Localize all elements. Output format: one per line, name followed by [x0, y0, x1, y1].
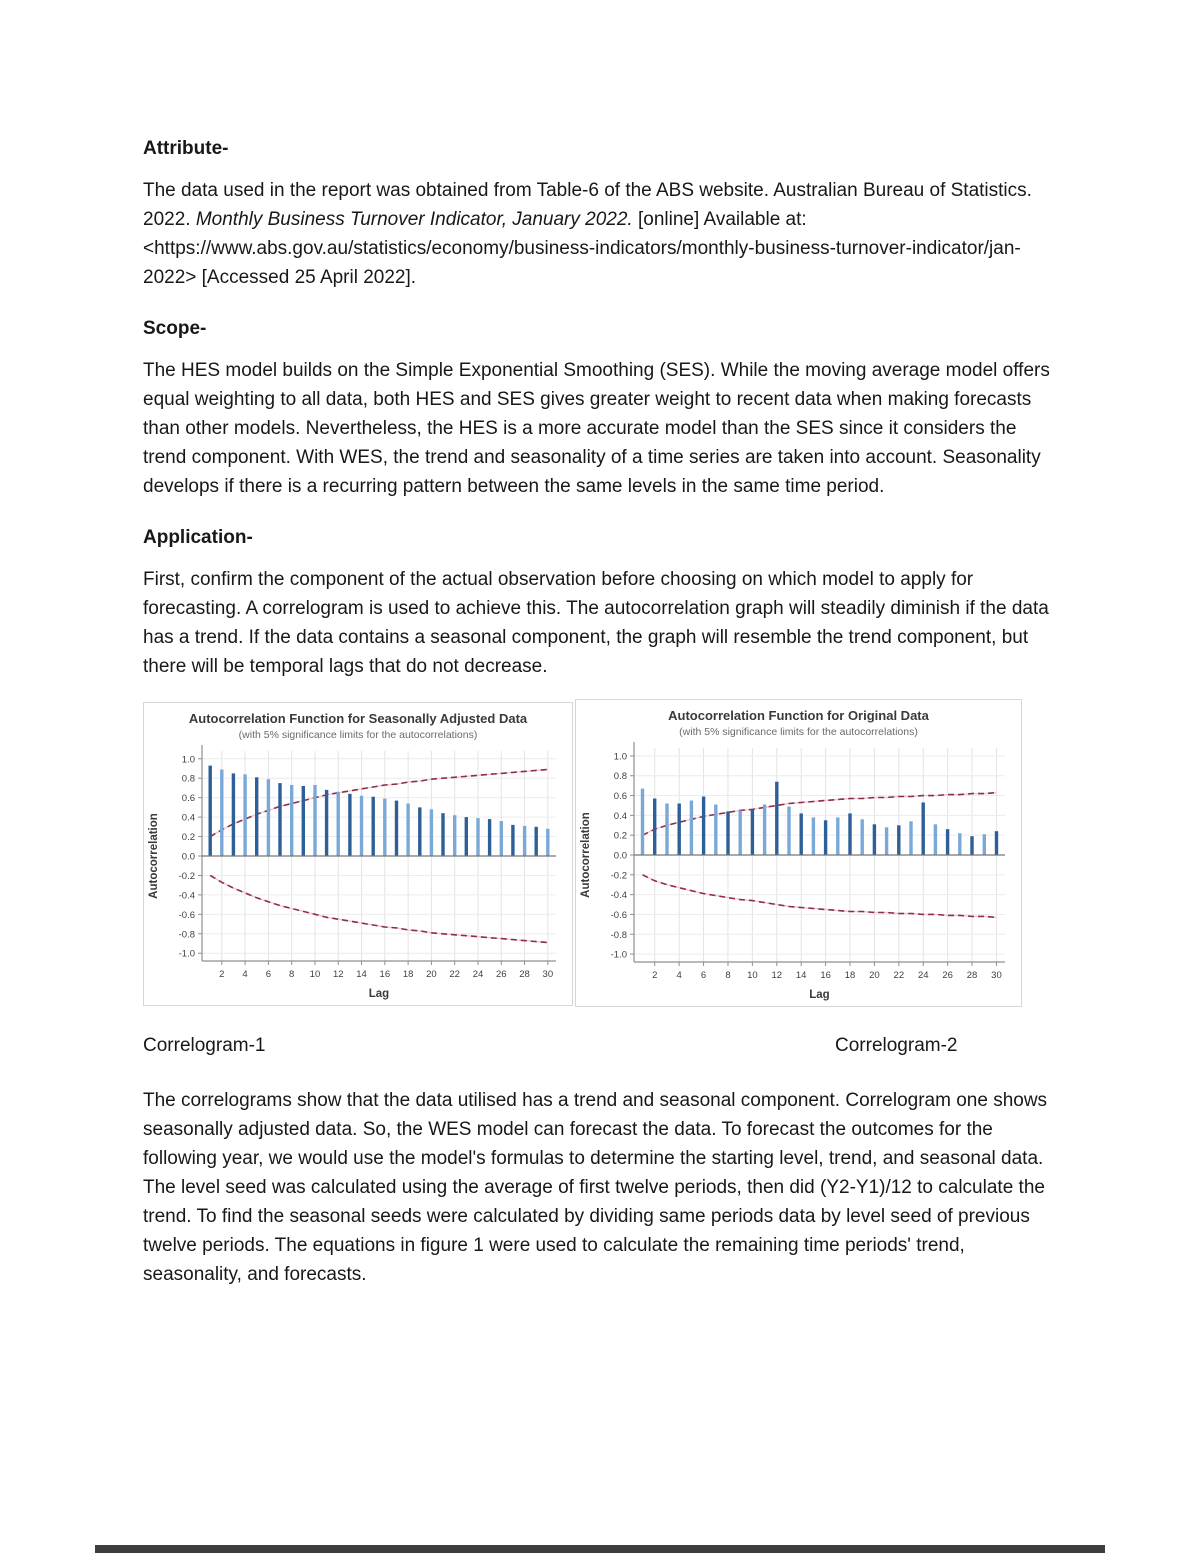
- svg-text:30: 30: [543, 969, 554, 980]
- svg-text:Autocorrelation Function for S: Autocorrelation Function for Seasonally …: [189, 711, 528, 726]
- svg-text:0.8: 0.8: [614, 771, 627, 782]
- svg-text:16: 16: [820, 970, 831, 981]
- paragraph-conclusion: The correlograms show that the data util…: [143, 1090, 1048, 1285]
- svg-text:-0.2: -0.2: [611, 870, 627, 881]
- svg-text:20: 20: [426, 969, 437, 980]
- svg-text:-0.8: -0.8: [179, 929, 195, 940]
- svg-text:22: 22: [449, 969, 460, 980]
- caption-correlogram-1: Correlogram-1: [143, 1035, 266, 1056]
- paragraph-application: First, confirm the component of the actu…: [143, 569, 1049, 677]
- svg-text:0.4: 0.4: [614, 811, 627, 822]
- svg-text:0.4: 0.4: [182, 813, 195, 824]
- figure-captions-row: Correlogram-1 Correlogram-2: [143, 1031, 1059, 1060]
- svg-text:16: 16: [380, 969, 391, 980]
- svg-text:Autocorrelation Function for O: Autocorrelation Function for Original Da…: [668, 708, 930, 723]
- svg-text:Lag: Lag: [809, 989, 829, 1001]
- correlogram-2-figure: 1.0 0.8 0.6 0.4 0.2 0.0 -0.2 -0.4 -0.6 -0.8 -1.0 2 4…: [575, 699, 1022, 1007]
- svg-text:(with 5% significance limits f: (with 5% significance limits for the aut…: [679, 726, 918, 738]
- svg-text:(with 5% significance limits f: (with 5% significance limits for the aut…: [239, 729, 478, 741]
- svg-text:4: 4: [242, 969, 247, 980]
- svg-text:-0.8: -0.8: [611, 930, 627, 941]
- svg-text:12: 12: [333, 969, 344, 980]
- svg-text:-1.0: -1.0: [611, 950, 627, 961]
- svg-text:1.0: 1.0: [614, 751, 627, 762]
- svg-text:18: 18: [845, 970, 856, 981]
- section-heading-application: Application-: [143, 527, 253, 548]
- svg-text:12: 12: [771, 970, 782, 981]
- correlogram-chart-svg: 1.00.80.60.40.20.0-0.2-0.4-0.6-0.8-1.02 4…: [580, 708, 1005, 1001]
- section-heading-attribute: Attribute-: [143, 138, 229, 159]
- svg-text:0.6: 0.6: [614, 791, 627, 802]
- svg-text:0.0: 0.0: [182, 852, 195, 863]
- correlogram-1-figure: 1.0 0.8 0.6 0.4 0.2 0.0 -0.2 -0.4 -0.6 -0.8 -1.0 2 4…: [143, 702, 573, 1006]
- svg-text:14: 14: [356, 969, 367, 980]
- paragraph-scope: The HES model builds on the Simple Expon…: [143, 360, 1050, 497]
- svg-text:-0.4: -0.4: [611, 890, 627, 901]
- svg-text:2: 2: [219, 969, 224, 980]
- svg-text:10: 10: [310, 969, 321, 980]
- correlogram-chart-svg: 1.00.80.60.40.20.0-0.2-0.4-0.6-0.8-1.02 4…: [148, 711, 556, 1000]
- svg-text:0.2: 0.2: [182, 832, 195, 843]
- svg-text:-0.6: -0.6: [611, 910, 627, 921]
- svg-text:-0.2: -0.2: [179, 871, 195, 882]
- svg-text:22: 22: [894, 970, 905, 981]
- document-content: Attribute- The data used in the report w…: [143, 134, 1059, 1289]
- svg-text:24: 24: [473, 969, 484, 980]
- svg-text:26: 26: [496, 969, 507, 980]
- paragraph-attribute: The data used in the report was obtained…: [143, 180, 1032, 288]
- svg-text:1.0: 1.0: [182, 754, 195, 765]
- svg-text:0.0: 0.0: [614, 851, 627, 862]
- svg-text:8: 8: [289, 969, 294, 980]
- cropped-next-figure-edge: [95, 1545, 1105, 1553]
- svg-text:0.6: 0.6: [182, 793, 195, 804]
- svg-text:28: 28: [967, 970, 978, 981]
- svg-text:Lag: Lag: [369, 988, 389, 1000]
- svg-text:-0.6: -0.6: [179, 910, 195, 921]
- svg-text:30: 30: [991, 970, 1002, 981]
- correlogram-figures-row: 1.0 0.8 0.6 0.4 0.2 0.0 -0.2 -0.4 -0.6 -0.8 -1.0 2 4…: [143, 699, 1059, 1007]
- svg-text:4: 4: [677, 970, 682, 981]
- svg-text:10: 10: [747, 970, 758, 981]
- svg-text:18: 18: [403, 969, 414, 980]
- svg-text:Autocorrelation: Autocorrelation: [148, 813, 160, 899]
- caption-correlogram-2: Correlogram-2: [835, 1035, 958, 1056]
- svg-text:-0.4: -0.4: [179, 890, 195, 901]
- svg-text:6: 6: [266, 969, 271, 980]
- svg-text:6: 6: [701, 970, 706, 981]
- svg-text:20: 20: [869, 970, 880, 981]
- svg-text:24: 24: [918, 970, 929, 981]
- svg-text:-1.0: -1.0: [179, 949, 195, 960]
- svg-text:0.2: 0.2: [614, 831, 627, 842]
- section-heading-scope: Scope-: [143, 318, 207, 339]
- svg-text:8: 8: [725, 970, 730, 981]
- svg-text:28: 28: [519, 969, 530, 980]
- svg-text:26: 26: [942, 970, 953, 981]
- svg-text:Autocorrelation: Autocorrelation: [580, 812, 592, 898]
- svg-text:14: 14: [796, 970, 807, 981]
- svg-text:0.8: 0.8: [182, 774, 195, 785]
- svg-text:2: 2: [652, 970, 657, 981]
